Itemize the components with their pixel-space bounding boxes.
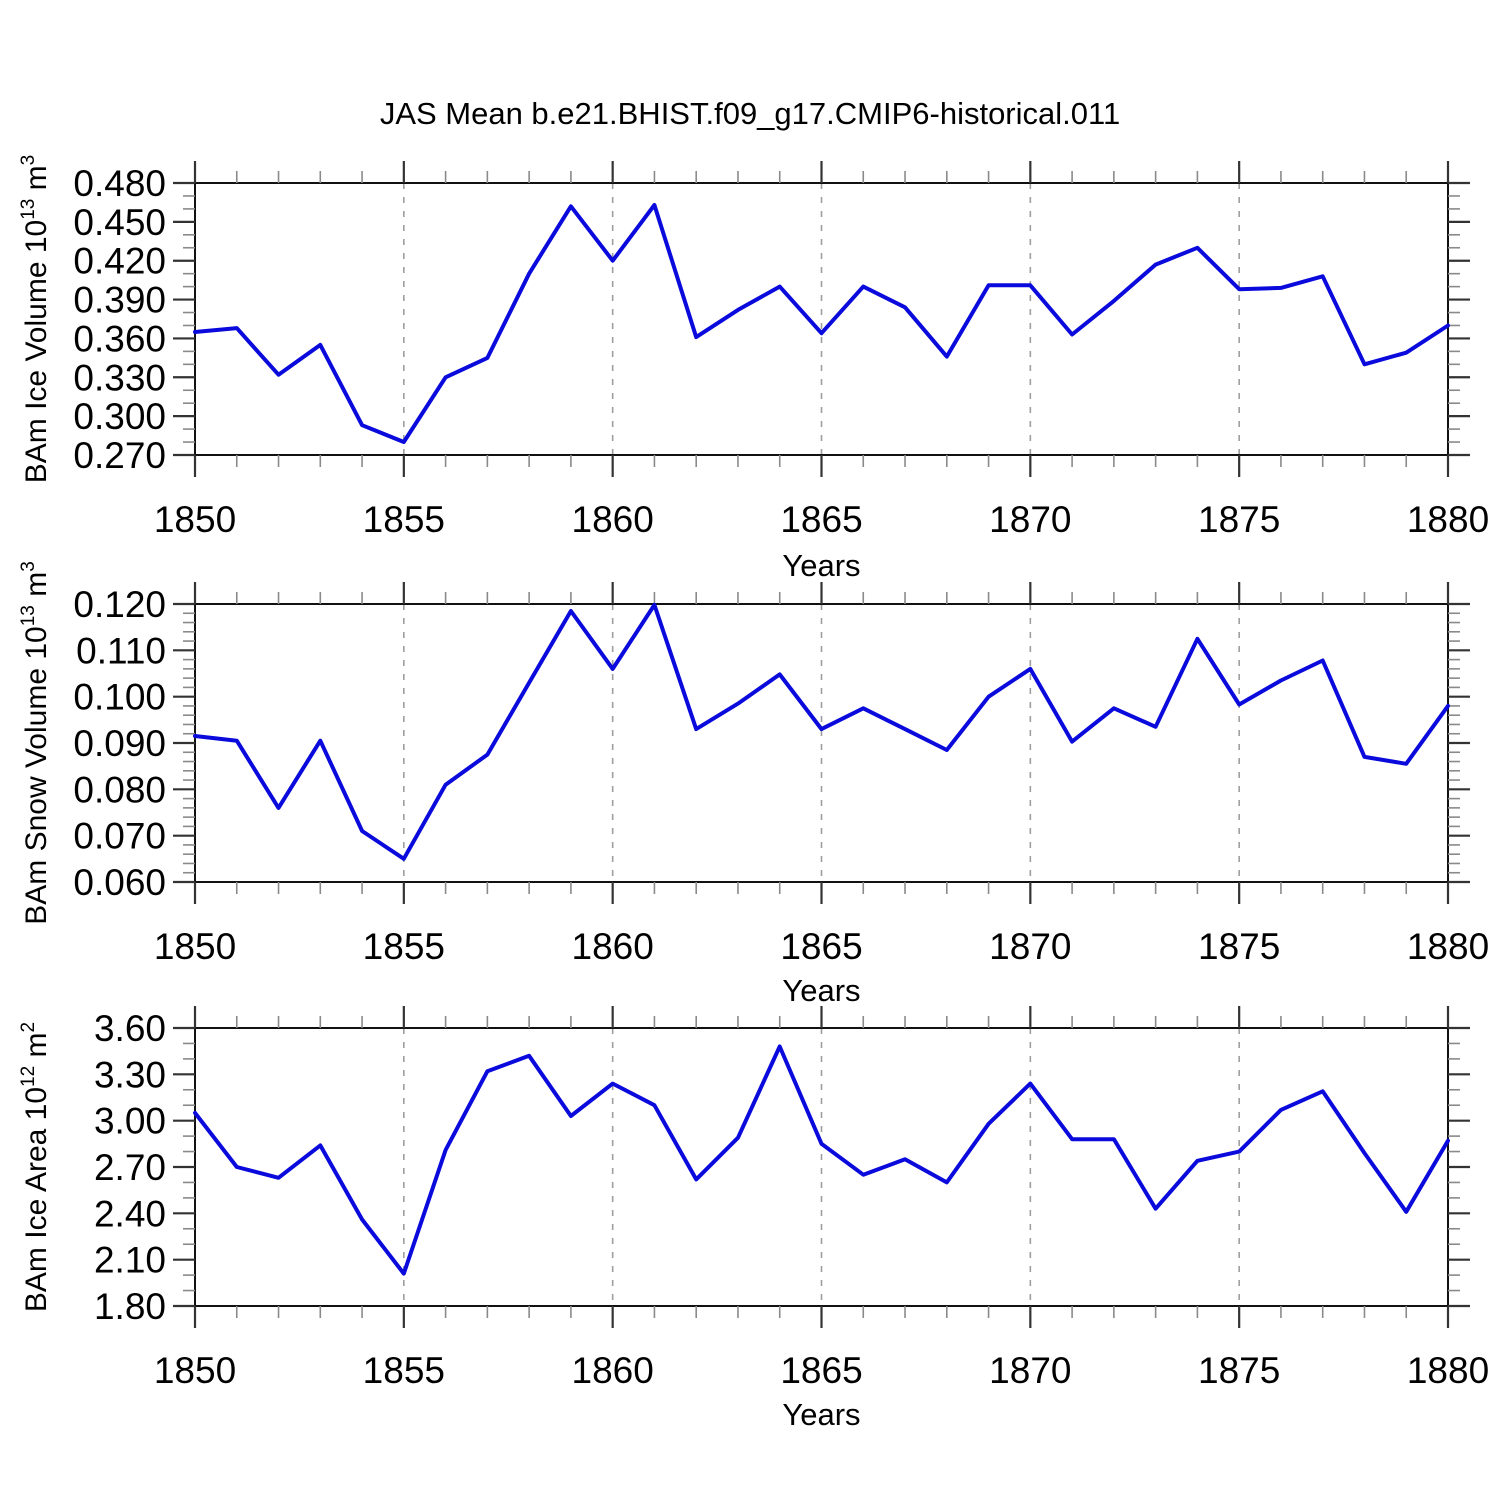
- chart-title: JAS Mean b.e21.BHIST.f09_g17.CMIP6-histo…: [379, 96, 1121, 131]
- panel-1-bam-ice-volume: 1850 1855 1860 1865 1870 1875 18800.2700.3000.…: [73, 161, 1489, 540]
- panel-2-bam-snow-volume: 1850 1855 1860 1865 1870 1875 1880 0.060 0.070 0.…: [73, 582, 1489, 967]
- x-tick-label: 1875: [1198, 926, 1280, 967]
- y-axis-title-ice-area-text: BAm Ice Area 1012 m2: [18, 1021, 53, 1313]
- y-tick-label: 3.00: [94, 1101, 166, 1142]
- x-tick-label: 1880: [1407, 499, 1489, 540]
- y-tick-label: 2.70: [94, 1147, 166, 1188]
- y-tick-label: 0.100: [73, 677, 166, 718]
- y-tick-label: 0.390: [73, 280, 166, 321]
- x-tick-label: 1860: [572, 926, 654, 967]
- y-axis-title-ice-volume-text: BAm Ice Volume 1013 m3: [18, 154, 53, 484]
- plot-frame: [194, 1027, 1449, 1307]
- x-tick-label: 1880: [1407, 926, 1489, 967]
- y-tick-label: 0.270: [73, 435, 166, 476]
- plot-frame: [194, 603, 1449, 883]
- y-tick-label: 0.080: [73, 769, 166, 810]
- y-tick-label: 3.30: [94, 1054, 166, 1095]
- y-tick-label: 3.60: [94, 1008, 166, 1049]
- x-tick-label: 1860: [572, 499, 654, 540]
- y-tick-label: 0.120: [73, 584, 166, 625]
- y-axis-title-snow-volume-text: BAm Snow Volume 1013 m3: [18, 561, 53, 925]
- plot-frame: [194, 182, 1449, 456]
- data-line-bam-snow-volume: [193, 602, 1450, 861]
- x-axis-title-panel-1: Years: [782, 548, 861, 583]
- x-tick-label: 1875: [1198, 1350, 1280, 1391]
- data-line-bam-ice-volume: [193, 203, 1450, 444]
- x-tick-label: 1870: [989, 1350, 1071, 1391]
- y-tick-label: 0.060: [73, 862, 166, 903]
- x-tick-label: 1855: [363, 499, 445, 540]
- panel-3-bam-ice-area: 1850 1855 1860 1865 1870 1875 1880 1.80 2.10 2.40…: [94, 1006, 1489, 1391]
- y-tick-label: 0.300: [73, 396, 166, 437]
- x-tick-label: 1855: [363, 1350, 445, 1391]
- y-tick-label: 0.480: [73, 163, 166, 204]
- data-line-bam-ice-area: [193, 1044, 1450, 1276]
- y-tick-label: 0.450: [73, 202, 166, 243]
- x-tick-label: 1880: [1407, 1350, 1489, 1391]
- y-tick-label: 1.80: [94, 1286, 166, 1327]
- x-tick-label: 1860: [572, 1350, 654, 1391]
- x-tick-label: 1865: [780, 1350, 862, 1391]
- x-axis-title-panel-3: Years: [782, 1397, 861, 1432]
- y-tick-label: 2.10: [94, 1240, 166, 1281]
- y-tick-label: 0.330: [73, 357, 166, 398]
- y-tick-label: 0.070: [73, 816, 166, 857]
- x-tick-label: 1850: [154, 926, 236, 967]
- y-tick-label: 2.40: [94, 1193, 166, 1234]
- x-tick-label: 1855: [363, 926, 445, 967]
- y-tick-label: 0.110: [76, 630, 166, 671]
- x-tick-label: 1870: [989, 926, 1071, 967]
- y-tick-label: 0.090: [73, 723, 166, 764]
- y-tick-label: 0.420: [73, 241, 166, 282]
- y-tick-label: 0.360: [73, 318, 166, 359]
- x-axis-title-panel-2: Years: [782, 973, 861, 1008]
- x-tick-label: 1875: [1198, 499, 1280, 540]
- x-tick-label: 1865: [780, 499, 862, 540]
- x-tick-label: 1870: [989, 499, 1071, 540]
- x-tick-label: 1850: [154, 499, 236, 540]
- x-tick-label: 1865: [780, 926, 862, 967]
- x-tick-label: 1850: [154, 1350, 236, 1391]
